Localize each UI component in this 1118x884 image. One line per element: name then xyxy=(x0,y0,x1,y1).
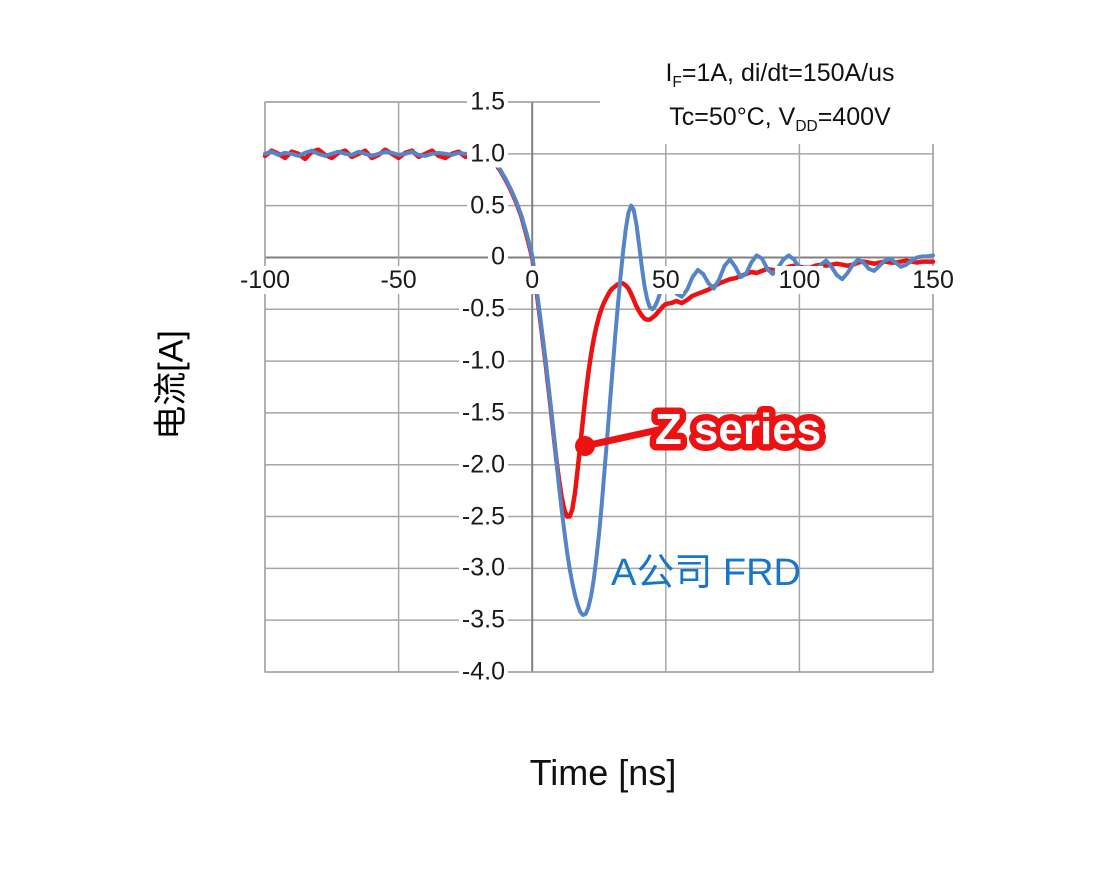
plot-border xyxy=(264,101,934,673)
curve-z-series xyxy=(262,147,936,519)
curve-company-a-frd xyxy=(263,148,935,617)
gridlines xyxy=(264,101,934,673)
waveform-curves xyxy=(262,147,936,617)
